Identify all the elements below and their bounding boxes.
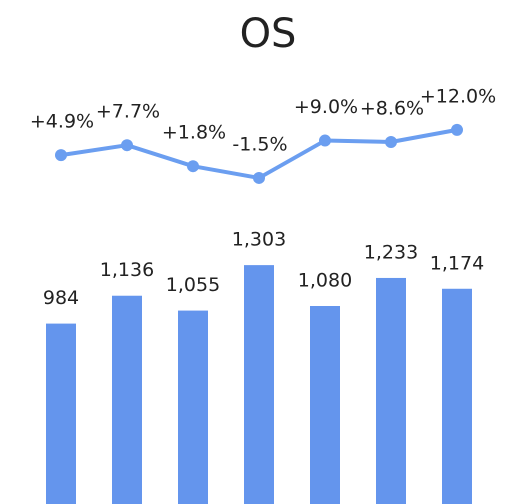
growth-point [55,149,67,162]
growth-label: +1.8% [162,122,226,144]
bar [46,323,76,504]
growth-point [253,171,265,184]
growth-point [187,160,199,173]
bar-value-label: 1,055 [166,274,220,296]
growth-label: +7.7% [96,101,160,123]
growth-label: -1.5% [232,133,287,155]
bar-value-label: 1,136 [100,259,154,281]
bar-value-label: 1,174 [430,252,484,274]
growth-label: +9.0% [294,96,358,118]
bar [112,295,142,504]
growth-label: +12.0% [420,85,496,107]
bar [442,288,472,504]
growth-point [121,139,133,152]
chart-title: OS [240,11,297,57]
growth-point [385,135,397,148]
bar-value-label: 984 [43,287,79,309]
bar [244,265,274,504]
growth-point [451,123,463,136]
bar [310,306,340,504]
bar-value-label: 1,080 [298,270,352,292]
bar [376,277,406,504]
bar-value-label: 1,233 [364,241,418,263]
bar-value-label: 1,303 [232,229,286,251]
growth-label: +8.6% [360,97,424,119]
growth-point [319,134,331,147]
growth-label: +4.9% [30,111,94,133]
bar [178,310,208,504]
